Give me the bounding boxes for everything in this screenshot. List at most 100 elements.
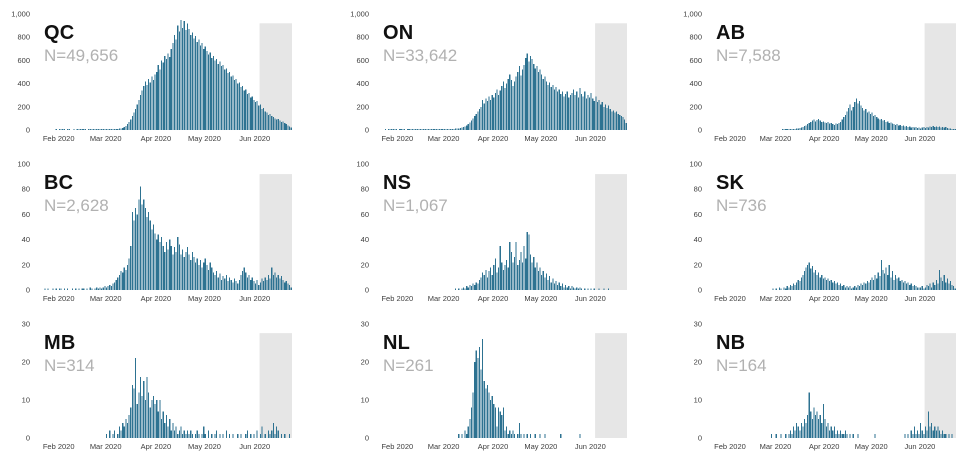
- svg-text:Apr 2020: Apr 2020: [478, 442, 508, 451]
- svg-text:20: 20: [22, 260, 30, 269]
- panel-mb: MB N=314 0 10 20 30 Feb 2020 Mar 2020 Apr 2020…: [0, 310, 327, 458]
- svg-text:May 2020: May 2020: [855, 442, 888, 451]
- svg-text:200: 200: [689, 102, 702, 111]
- svg-text:80: 80: [361, 185, 369, 194]
- svg-text:May 2020: May 2020: [524, 294, 557, 303]
- svg-text:20: 20: [22, 358, 30, 367]
- svg-text:Jun 2020: Jun 2020: [239, 294, 270, 303]
- svg-text:May 2020: May 2020: [188, 442, 221, 451]
- panel-nl: NL N=261 0 10 20 30 Feb 2020 Mar 2020 Apr 2020…: [327, 310, 654, 458]
- svg-text:Feb 2020: Feb 2020: [714, 442, 746, 451]
- svg-text:10: 10: [22, 396, 30, 405]
- svg-text:1,000: 1,000: [683, 10, 702, 19]
- svg-text:800: 800: [17, 33, 30, 42]
- svg-text:60: 60: [694, 210, 702, 219]
- svg-text:60: 60: [22, 210, 30, 219]
- svg-text:Feb 2020: Feb 2020: [43, 442, 75, 451]
- svg-text:10: 10: [694, 396, 702, 405]
- svg-text:400: 400: [17, 79, 30, 88]
- svg-text:20: 20: [694, 260, 702, 269]
- svg-text:May 2020: May 2020: [524, 442, 557, 451]
- svg-text:0: 0: [365, 286, 369, 295]
- svg-text:Feb 2020: Feb 2020: [714, 134, 746, 143]
- histogram-qc: 0 200 400 600 800 1,000 Feb 2020 Mar 2020 Apr 20…: [11, 10, 292, 143]
- svg-text:Mar 2020: Mar 2020: [760, 442, 792, 451]
- panel-sk: SK N=736 0 20 40 60 80 100 Feb 2020 Mar 2020 Apr…: [654, 150, 980, 310]
- panel-nb: NB N=164 0 10 20 30 Feb 2020 Mar 2020 Apr 2020…: [654, 310, 980, 458]
- svg-text:0: 0: [698, 286, 702, 295]
- svg-text:Mar 2020: Mar 2020: [760, 294, 792, 303]
- svg-text:30: 30: [22, 320, 30, 329]
- svg-text:40: 40: [694, 235, 702, 244]
- panel-qc: QC N=49,656 0 200 400 600 800 1,000 Feb 2020 Ma…: [0, 0, 327, 150]
- svg-text:Apr 2020: Apr 2020: [141, 294, 171, 303]
- svg-text:May 2020: May 2020: [855, 134, 888, 143]
- svg-text:Mar 2020: Mar 2020: [760, 134, 792, 143]
- svg-text:800: 800: [689, 33, 702, 42]
- svg-text:May 2020: May 2020: [855, 294, 888, 303]
- svg-text:0: 0: [26, 434, 30, 443]
- svg-text:100: 100: [17, 160, 30, 169]
- svg-text:Jun 2020: Jun 2020: [575, 134, 606, 143]
- svg-text:40: 40: [361, 235, 369, 244]
- svg-text:60: 60: [361, 210, 369, 219]
- svg-text:Feb 2020: Feb 2020: [43, 294, 75, 303]
- svg-text:400: 400: [689, 79, 702, 88]
- panel-bc: BC N=2,628 0 20 40 60 80 100 Feb 2020 Mar 2020 A…: [0, 150, 327, 310]
- svg-text:10: 10: [361, 396, 369, 405]
- histogram-ab: 0 200 400 600 800 1,000 Feb 2020 Mar 2020 Apr 20…: [683, 10, 956, 143]
- svg-text:Jun 2020: Jun 2020: [239, 442, 270, 451]
- svg-text:20: 20: [361, 260, 369, 269]
- histogram-mb: 0 10 20 30 Feb 2020 Mar 2020 Apr 2020 May 2020 J…: [22, 320, 292, 451]
- svg-text:800: 800: [356, 33, 369, 42]
- svg-text:0: 0: [365, 126, 369, 135]
- svg-text:0: 0: [698, 434, 702, 443]
- svg-text:Mar 2020: Mar 2020: [428, 294, 460, 303]
- svg-text:1,000: 1,000: [11, 10, 30, 19]
- svg-text:200: 200: [356, 102, 369, 111]
- svg-text:Jun 2020: Jun 2020: [575, 294, 606, 303]
- svg-text:Apr 2020: Apr 2020: [478, 134, 508, 143]
- svg-text:Feb 2020: Feb 2020: [714, 294, 746, 303]
- svg-text:20: 20: [694, 358, 702, 367]
- svg-text:Jun 2020: Jun 2020: [904, 294, 935, 303]
- histogram-ns: 0 20 40 60 80 100 Feb 2020 Mar 2020 Apr 2020 May …: [356, 160, 627, 303]
- svg-text:Feb 2020: Feb 2020: [381, 442, 413, 451]
- svg-text:0: 0: [698, 126, 702, 135]
- svg-text:30: 30: [694, 320, 702, 329]
- panel-ab: AB N=7,588 0 200 400 600 800 1,000 Feb 2020 Mar…: [654, 0, 980, 150]
- svg-text:200: 200: [17, 102, 30, 111]
- svg-text:Mar 2020: Mar 2020: [90, 294, 122, 303]
- svg-text:Jun 2020: Jun 2020: [904, 442, 935, 451]
- svg-text:Jun 2020: Jun 2020: [239, 134, 270, 143]
- svg-text:Jun 2020: Jun 2020: [575, 442, 606, 451]
- svg-text:Feb 2020: Feb 2020: [43, 134, 75, 143]
- svg-text:20: 20: [361, 358, 369, 367]
- svg-text:Mar 2020: Mar 2020: [428, 134, 460, 143]
- svg-text:Apr 2020: Apr 2020: [478, 294, 508, 303]
- svg-text:Apr 2020: Apr 2020: [141, 442, 171, 451]
- svg-text:1,000: 1,000: [350, 10, 369, 19]
- svg-text:100: 100: [689, 160, 702, 169]
- histogram-on: 0 200 400 600 800 1,000 Feb 2020 Mar 2020 Apr 20…: [350, 10, 627, 143]
- svg-text:Mar 2020: Mar 2020: [90, 442, 122, 451]
- histogram-bc: 0 20 40 60 80 100 Feb 2020 Mar 2020 Apr 2020 May …: [17, 160, 292, 303]
- svg-text:Apr 2020: Apr 2020: [809, 294, 839, 303]
- histogram-nb: 0 10 20 30 Feb 2020 Mar 2020 Apr 2020 May 2020 J…: [694, 320, 956, 451]
- svg-text:80: 80: [694, 185, 702, 194]
- svg-text:May 2020: May 2020: [188, 294, 221, 303]
- svg-text:600: 600: [689, 56, 702, 65]
- svg-text:Mar 2020: Mar 2020: [428, 442, 460, 451]
- histogram-sk: 0 20 40 60 80 100 Feb 2020 Mar 2020 Apr 2020 May …: [689, 160, 956, 303]
- svg-text:Feb 2020: Feb 2020: [381, 134, 413, 143]
- svg-text:600: 600: [17, 56, 30, 65]
- svg-text:Apr 2020: Apr 2020: [809, 134, 839, 143]
- panel-ns: NS N=1,067 0 20 40 60 80 100 Feb 2020 Mar 2020 A…: [327, 150, 654, 310]
- svg-text:0: 0: [26, 286, 30, 295]
- svg-text:400: 400: [356, 79, 369, 88]
- svg-text:Mar 2020: Mar 2020: [90, 134, 122, 143]
- svg-text:Apr 2020: Apr 2020: [141, 134, 171, 143]
- svg-text:30: 30: [361, 320, 369, 329]
- svg-text:100: 100: [356, 160, 369, 169]
- svg-text:Apr 2020: Apr 2020: [809, 442, 839, 451]
